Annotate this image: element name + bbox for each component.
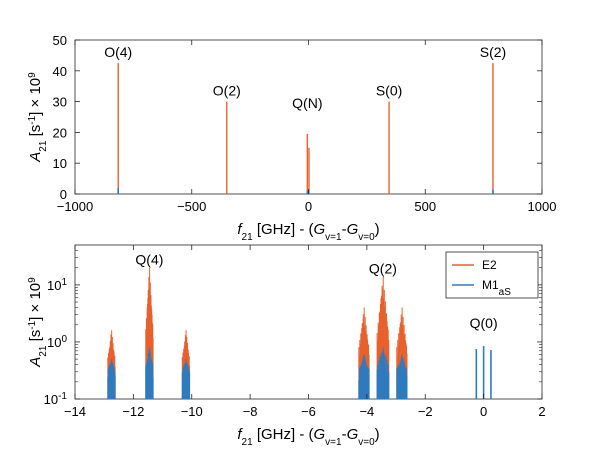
x-tick-label: 0	[480, 404, 487, 419]
x-axis-label: f21 [GHz] - (Gv=1-Gv=0)	[237, 221, 379, 243]
x-tick-label: −8	[243, 404, 258, 419]
legend-label-m1as: M1aS	[482, 278, 511, 298]
chart-panel-bottom: −14 −12 −10 −8 −6 −4 −2 0 2 10-1 100 101 f21 [GHz] -…	[27, 244, 546, 448]
x-tick-label: −14	[64, 404, 86, 419]
x-tick-label: 0	[305, 199, 312, 214]
annotation-label: Q(4)	[135, 252, 163, 268]
y-axis-label: A21 [s-1] × 109	[27, 277, 49, 368]
annotation-label: Q(0)	[470, 315, 498, 331]
data-layer	[107, 267, 492, 399]
x-tick-label: −10	[181, 404, 203, 419]
annotation-label: Q(2)	[369, 261, 397, 277]
y-tick-label: 0	[60, 187, 67, 202]
y-axis-label: A21 [s-1] × 109	[27, 72, 49, 163]
y-tick-label: 100	[47, 333, 67, 350]
x-tick-label: −1000	[57, 199, 94, 214]
x-tick-label: 500	[414, 199, 436, 214]
x-tick-label: −12	[122, 404, 144, 419]
x-tick-label: −2	[418, 404, 433, 419]
annotation-label: Q(N)	[292, 95, 322, 111]
legend-box	[445, 251, 539, 299]
y-tick-label: 30	[53, 95, 67, 110]
legend: E2 M1aS	[445, 251, 539, 299]
y-tick-label: 40	[53, 64, 67, 79]
y-tick-label: 50	[53, 33, 67, 48]
annotation-label: S(2)	[480, 44, 506, 60]
x-tick-label: 1000	[528, 199, 557, 214]
annotation-label: O(2)	[213, 83, 241, 99]
annotation-label: O(4)	[104, 44, 132, 60]
y-tick-label: 10	[53, 156, 67, 171]
x-tick-label: −6	[301, 404, 316, 419]
annotation-label: S(0)	[376, 83, 402, 99]
x-tick-label: −4	[359, 404, 374, 419]
x-tick-label: 2	[538, 404, 545, 419]
y-tick-label: 101	[47, 276, 67, 293]
x-tick-label: −500	[177, 199, 206, 214]
y-tick-label: 10-1	[44, 391, 68, 408]
y-tick-label: 20	[53, 125, 67, 140]
chart-panel-top: −1000 −500 0 500 1000 0 10 20 30 40 50 f21 [GHz] - …	[27, 33, 557, 243]
x-axis-label: f21 [GHz] - (Gv=1-Gv=0)	[237, 426, 379, 448]
legend-label-e2: E2	[482, 258, 497, 272]
